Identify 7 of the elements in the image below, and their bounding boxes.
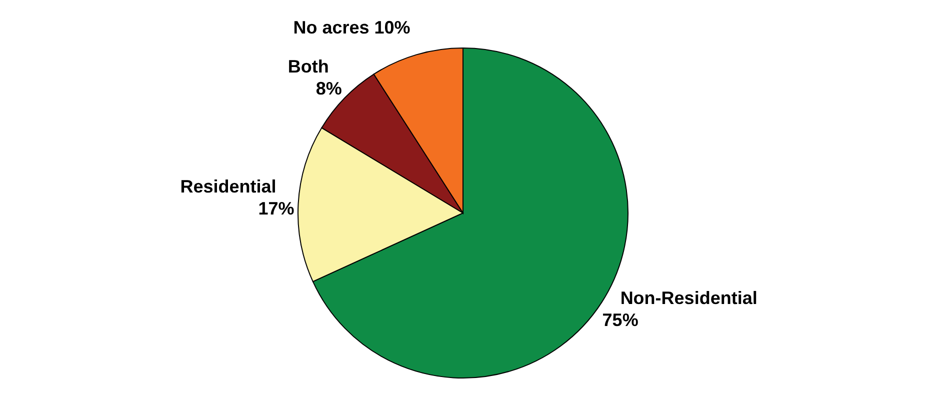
slice-label: No acres 10% xyxy=(293,18,410,38)
slice-label: Residential xyxy=(180,176,276,196)
data-label: 17% xyxy=(258,198,294,218)
slice-label: Both xyxy=(288,56,329,77)
slice-label: Non-Residential xyxy=(620,288,758,308)
data-label: 75% xyxy=(602,310,638,330)
data-label: 8% xyxy=(316,78,342,99)
